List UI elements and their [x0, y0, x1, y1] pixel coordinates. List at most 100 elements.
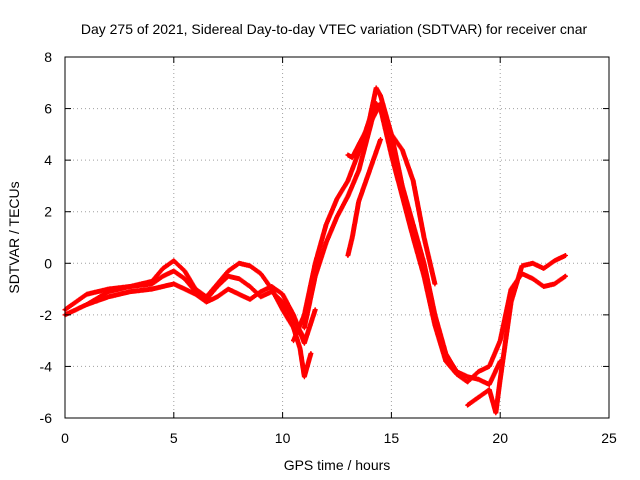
data-point [150, 282, 154, 286]
x-tick-label: 20 [492, 430, 508, 446]
y-tick-label: -2 [40, 307, 53, 323]
data-point [172, 282, 176, 286]
data-point [389, 153, 393, 157]
data-point [368, 168, 372, 172]
data-point [259, 290, 263, 294]
data-point [313, 261, 317, 265]
data-point [302, 375, 306, 379]
x-tick-label: 15 [384, 430, 400, 446]
data-point [259, 272, 263, 276]
data-point [107, 295, 111, 299]
series-arc-2 [62, 281, 318, 346]
data-point [237, 261, 241, 265]
grid-lines [65, 57, 609, 418]
data-point [350, 236, 354, 239]
data-point [281, 308, 285, 312]
data-point [324, 241, 328, 245]
data-markers [291, 85, 503, 387]
data-point [487, 364, 491, 368]
data-point [531, 261, 535, 265]
y-axis-label: SDTVAR / TECUs [6, 181, 22, 293]
y-tick-label: -4 [40, 358, 53, 374]
data-point [150, 287, 154, 291]
tick-labels: 0 5 10 15 20 25 -6 -4 -2 0 2 4 6 8 [40, 49, 617, 446]
data-point [357, 143, 361, 147]
data-point [161, 274, 165, 278]
data-point [248, 297, 252, 301]
data-point [368, 122, 372, 126]
x-axis-label: GPS time / hours [284, 457, 391, 473]
data-point [422, 236, 426, 239]
data-point [237, 292, 241, 296]
data-point [183, 269, 187, 273]
data-point [270, 290, 274, 294]
data-markers [84, 268, 307, 341]
data-point [487, 382, 491, 386]
data-point [346, 153, 350, 157]
series-arc-8 [465, 253, 568, 416]
data-point [346, 194, 350, 198]
data-point [313, 274, 317, 278]
data-point [226, 274, 230, 278]
data-point [309, 352, 313, 356]
data-point [374, 86, 378, 90]
data-point [291, 318, 295, 322]
data-point [298, 346, 302, 350]
data-point [400, 194, 404, 198]
x-tick-label: 5 [170, 430, 178, 446]
x-tick-label: 25 [601, 430, 617, 446]
data-point [85, 292, 89, 296]
data-point [476, 377, 480, 381]
data-point [357, 150, 361, 154]
data-point [379, 94, 383, 98]
data-point [74, 300, 78, 304]
data-point [531, 277, 535, 281]
data-point [172, 259, 176, 263]
data-point [455, 372, 459, 376]
series-arc-4 [291, 85, 503, 387]
data-point [563, 274, 567, 278]
data-point [183, 277, 187, 281]
data-layer [62, 85, 568, 416]
data-point [226, 269, 230, 273]
data-point [259, 295, 263, 299]
data-point [466, 380, 470, 384]
data-point [466, 403, 470, 407]
y-tick-label: 8 [44, 49, 52, 65]
data-point [476, 370, 480, 374]
data-point [335, 215, 339, 219]
data-point [433, 282, 437, 286]
data-point [542, 284, 546, 288]
y-tick-label: 0 [44, 255, 52, 271]
data-point [302, 326, 306, 330]
series-arc-3 [84, 268, 307, 341]
data-point [204, 300, 208, 304]
data-point [215, 284, 219, 288]
data-point [444, 359, 448, 363]
data-point [422, 274, 426, 278]
x-tick-label: 0 [61, 430, 69, 446]
data-point [85, 303, 89, 307]
series-arc-5 [301, 100, 568, 385]
data-point [509, 300, 513, 304]
y-tick-label: 2 [44, 204, 52, 220]
data-point [487, 388, 491, 392]
data-point [226, 287, 230, 291]
data-point [313, 308, 317, 312]
data-point [357, 199, 361, 203]
data-point [74, 308, 78, 312]
data-point [281, 292, 285, 296]
data-point [215, 295, 219, 299]
data-point [476, 395, 480, 399]
data-markers [62, 258, 314, 380]
data-point [128, 284, 132, 288]
data-point [379, 138, 383, 142]
plot-frame [64, 56, 610, 419]
data-point [204, 297, 208, 301]
data-point [324, 223, 328, 227]
data-point [248, 264, 252, 268]
data-point [389, 132, 393, 136]
data-point [335, 197, 339, 201]
data-point [107, 290, 111, 294]
